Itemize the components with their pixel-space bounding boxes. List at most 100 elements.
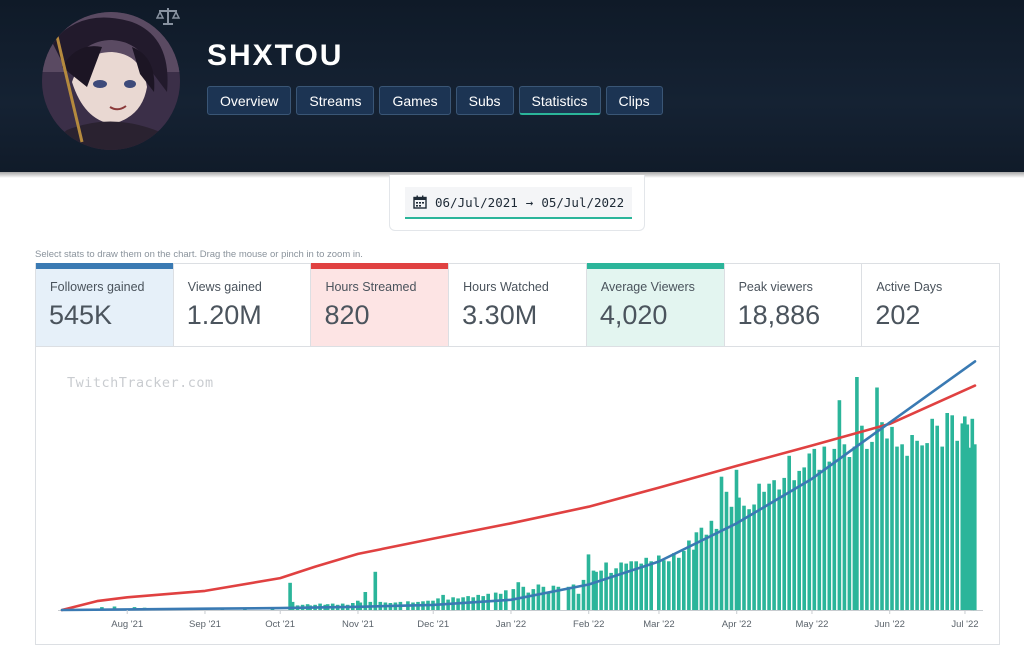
avg-viewers-bar bbox=[644, 557, 648, 610]
avg-viewers-bar bbox=[940, 446, 944, 610]
avg-viewers-bar bbox=[963, 416, 967, 610]
x-tick-label: Jun '22 bbox=[875, 619, 905, 630]
avatar[interactable] bbox=[42, 12, 180, 150]
avg-viewers-bar bbox=[556, 586, 561, 610]
stat-views-gained[interactable]: Views gained 1.20M bbox=[174, 264, 312, 346]
avg-viewers-bar bbox=[729, 506, 734, 610]
avg-viewers-bar bbox=[945, 413, 949, 610]
tab-overview[interactable]: Overview bbox=[207, 86, 292, 115]
stat-peak-viewers[interactable]: Peak viewers 18,886 bbox=[725, 264, 863, 346]
stat-average-viewers[interactable]: Average Viewers 4,020 bbox=[586, 263, 725, 346]
avg-viewers-bar bbox=[812, 448, 817, 610]
tab-streams[interactable]: Streams bbox=[296, 86, 375, 115]
x-tick-label: Jan '22 bbox=[496, 619, 526, 630]
stat-hours-streamed[interactable]: Hours Streamed 820 bbox=[311, 263, 450, 346]
avg-viewers-bar bbox=[709, 520, 714, 611]
avg-viewers-bar bbox=[667, 561, 671, 610]
avg-viewers-bar bbox=[649, 561, 653, 610]
stat-label: Peak viewers bbox=[738, 280, 813, 294]
x-tick-label: May '22 bbox=[795, 619, 828, 630]
avg-viewers-bar bbox=[777, 489, 781, 610]
avg-viewers-bar bbox=[704, 534, 709, 610]
avg-viewers-bar bbox=[714, 528, 719, 610]
avg-viewers-bar bbox=[767, 483, 771, 610]
avg-viewers-bar bbox=[762, 491, 766, 610]
avg-viewers-bar bbox=[832, 448, 837, 610]
tab-subs[interactable]: Subs bbox=[455, 86, 514, 115]
date-end: 05/Jul/2022 bbox=[541, 194, 625, 210]
hours-streamed-line bbox=[60, 384, 977, 612]
avg-viewers-bar bbox=[662, 560, 666, 610]
stat-followers-gained[interactable]: Followers gained 545K bbox=[36, 263, 174, 346]
avg-viewers-bar bbox=[657, 555, 661, 610]
date-range-picker[interactable]: 06/Jul/2021 → 05/Jul/2022 bbox=[405, 187, 632, 219]
avg-viewers-bar bbox=[787, 455, 791, 610]
avg-viewers-bar bbox=[604, 562, 608, 610]
x-tick-label: Aug '21 bbox=[111, 619, 143, 630]
avg-viewers-bar bbox=[734, 469, 739, 611]
avg-viewers-bar bbox=[599, 570, 603, 610]
avg-viewers-bar bbox=[551, 585, 556, 610]
avg-viewers-bar bbox=[624, 563, 628, 610]
avg-viewers-bar bbox=[526, 592, 531, 610]
avg-viewers-bar bbox=[531, 589, 536, 610]
tab-statistics[interactable]: Statistics bbox=[518, 86, 601, 115]
stats-row: Followers gained 545K Views gained 1.20M… bbox=[35, 263, 1000, 347]
avg-viewers-bar bbox=[677, 557, 681, 610]
avg-viewers-bar bbox=[591, 570, 596, 610]
avg-viewers-bar bbox=[747, 509, 751, 610]
avg-viewers-bar bbox=[950, 415, 954, 610]
x-tick-label: Feb '22 bbox=[573, 619, 604, 630]
avg-viewers-bar bbox=[855, 377, 859, 610]
followers-gained-line bbox=[60, 360, 977, 612]
avg-viewers-bar bbox=[752, 504, 756, 610]
avg-viewers-bar bbox=[960, 423, 965, 610]
avg-viewers-bar bbox=[356, 600, 360, 610]
stat-label: Hours Watched bbox=[463, 280, 549, 294]
avg-viewers-bar bbox=[822, 446, 827, 610]
avg-viewers-bar bbox=[757, 483, 761, 610]
avg-viewers-bar bbox=[915, 440, 919, 610]
tab-clips[interactable]: Clips bbox=[605, 86, 663, 115]
avg-viewers-bar bbox=[860, 425, 864, 610]
avg-viewers-bar bbox=[609, 572, 613, 610]
stat-label: Hours Streamed bbox=[325, 280, 417, 294]
avg-viewers-bar bbox=[566, 586, 571, 610]
avg-viewers-bar bbox=[614, 568, 618, 610]
avg-viewers-bar bbox=[687, 540, 691, 610]
stat-label: Average Viewers bbox=[600, 280, 695, 294]
avg-viewers-bar bbox=[875, 387, 879, 610]
avg-viewers-bar bbox=[471, 597, 475, 611]
avg-viewers-bar bbox=[865, 448, 869, 610]
stat-hours-watched[interactable]: Hours Watched 3.30M bbox=[449, 264, 587, 346]
channel-name: SHXTOU bbox=[207, 39, 344, 72]
x-tick-label: Apr '22 bbox=[722, 619, 752, 630]
avg-viewers-bar bbox=[880, 422, 884, 610]
stat-value: 545K bbox=[49, 300, 113, 330]
avg-viewers-bar bbox=[571, 584, 576, 610]
avg-viewers-bar bbox=[594, 571, 598, 611]
avg-viewers-bar bbox=[827, 461, 832, 610]
avg-viewers-bar bbox=[290, 601, 295, 610]
tab-games[interactable]: Games bbox=[379, 86, 451, 115]
avg-viewers-bar bbox=[905, 455, 909, 610]
avg-viewers-bar bbox=[935, 425, 939, 610]
avg-viewers-bar bbox=[890, 426, 894, 610]
x-tick-label: Dec '21 bbox=[417, 619, 449, 630]
avg-viewers-bar bbox=[581, 579, 586, 610]
avg-viewers-bar bbox=[363, 592, 368, 610]
stat-value: 1.20M bbox=[186, 300, 262, 330]
chart-panel[interactable] bbox=[35, 347, 1000, 645]
avg-viewers-bar bbox=[481, 596, 485, 610]
avg-viewers-bar bbox=[498, 593, 503, 610]
avg-viewers-bar bbox=[968, 447, 972, 610]
watermark: TwitchTracker.com bbox=[67, 375, 214, 391]
stat-active-days[interactable]: Active Days 202 bbox=[862, 264, 999, 346]
avg-viewers-bar bbox=[692, 549, 696, 610]
avg-viewers-bar bbox=[699, 527, 704, 610]
avg-viewers-bar bbox=[797, 470, 801, 610]
avg-viewers-bar bbox=[817, 469, 822, 611]
avg-viewers-bar bbox=[920, 445, 924, 610]
stat-value: 4,020 bbox=[599, 300, 668, 330]
